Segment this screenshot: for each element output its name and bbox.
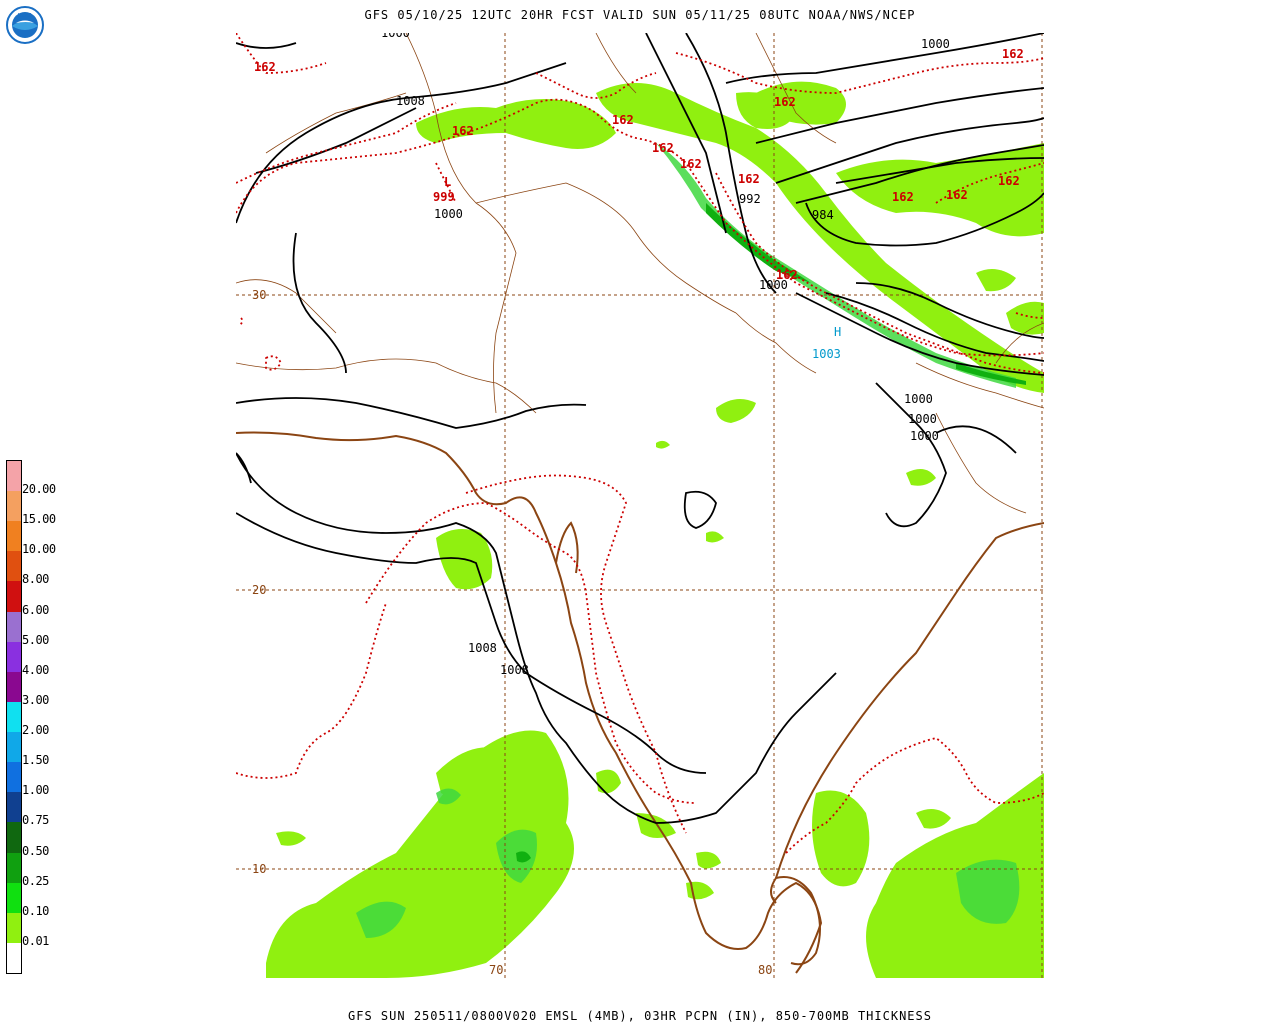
lat-label-10: 10: [252, 862, 266, 876]
legend-swatch: [7, 701, 21, 733]
isobars: [236, 33, 1044, 824]
legend-swatch: [7, 882, 21, 914]
isobar-label: 1008: [468, 641, 497, 655]
thickness-contours: [236, 33, 1044, 854]
isobar-label: 1008: [396, 94, 425, 108]
precip-shading-dark: [516, 203, 1026, 863]
thickness-label: 162: [254, 60, 276, 74]
lon-label-70: 70: [489, 963, 503, 977]
legend-swatch: [7, 491, 21, 522]
map-canvas: 30 20 10 70 80 1000 1008 1000 1000 992 9…: [236, 33, 1044, 978]
country-borders: [236, 33, 1044, 514]
legend-swatch: [7, 461, 21, 492]
weather-map: 30 20 10 70 80 1000 1008 1000 1000 992 9…: [236, 33, 1044, 978]
isobar-label: 1000: [908, 412, 937, 426]
thickness-label: 162: [738, 172, 760, 186]
thickness-label: 162: [612, 113, 634, 127]
isobar-label: 992: [739, 192, 761, 206]
legend-swatch: [7, 581, 21, 613]
legend-swatch: [7, 852, 21, 884]
isobar-label: 1000: [921, 37, 950, 51]
isobar-label: 1000: [381, 33, 410, 40]
isobar-label: 1000: [434, 207, 463, 221]
thickness-label: 162: [774, 95, 796, 109]
noaa-logo: NOAA: [6, 6, 44, 44]
legend-label: 20.00: [22, 482, 56, 497]
low-pressure-value: 999: [433, 190, 455, 204]
precip-shading-mid: [356, 143, 1020, 938]
isobar-label: 1000: [904, 392, 933, 406]
thickness-label: 162: [998, 174, 1020, 188]
isobar-label: 984: [812, 208, 834, 222]
legend-label: 0.75: [22, 813, 49, 828]
isobar-label: 1008: [500, 663, 529, 677]
legend-label: 1.00: [22, 783, 49, 798]
legend-label: 8.00: [22, 572, 49, 587]
lat-lon-grid: [236, 33, 1044, 978]
legend-label: 3.00: [22, 692, 49, 707]
legend-label: 15.00: [22, 512, 56, 527]
legend-swatch: [7, 762, 21, 793]
noaa-logo-text: NOAA: [18, 13, 33, 19]
legend-swatch: [7, 641, 21, 673]
isobar-label: 1000: [759, 278, 788, 292]
legend-swatch: [7, 551, 21, 582]
legend-label: 1.50: [22, 753, 49, 768]
legend-label: 0.01: [22, 933, 49, 948]
legend-label: 10.00: [22, 542, 56, 557]
lat-label-30: 30: [252, 288, 266, 302]
legend-label: 0.10: [22, 903, 49, 918]
lon-label-80: 80: [758, 963, 772, 977]
thickness-label: 162: [892, 190, 914, 204]
coastlines: [236, 431, 1044, 974]
high-pressure-value: 1003: [812, 347, 841, 361]
chart-footer: GFS SUN 250511/0800V020 EMSL (4MB), 03HR…: [348, 1009, 932, 1023]
thickness-label: 162: [680, 157, 702, 171]
legend-label: 4.00: [22, 662, 49, 677]
high-pressure-symbol: H: [834, 325, 841, 339]
thickness-label: 162: [452, 124, 474, 138]
thickness-label: 162: [1002, 47, 1024, 61]
chart-title: GFS 05/10/25 12UTC 20HR FCST VALID SUN 0…: [364, 8, 916, 22]
legend-swatch: [7, 732, 21, 763]
legend-swatch: [7, 822, 21, 854]
legend-swatch: [7, 521, 21, 552]
lat-label-20: 20: [252, 583, 266, 597]
isobar-label: 1000: [910, 429, 939, 443]
legend-label: 0.25: [22, 873, 49, 888]
thickness-label: 162: [652, 141, 674, 155]
precip-shading: [266, 81, 1044, 978]
legend-swatch: [7, 912, 21, 944]
low-pressure-symbol: L: [444, 175, 451, 189]
legend-label: 5.00: [22, 632, 49, 647]
legend-swatch: [7, 942, 21, 974]
legend-swatch: [7, 671, 21, 703]
thickness-label: 162: [946, 188, 968, 202]
legend-swatch: [7, 792, 21, 823]
precip-color-legend: [6, 460, 22, 974]
legend-swatch: [7, 611, 21, 643]
thickness-label: 162: [776, 268, 798, 282]
legend-label: 6.00: [22, 602, 49, 617]
legend-label: 2.00: [22, 723, 49, 738]
legend-label: 0.50: [22, 843, 49, 858]
